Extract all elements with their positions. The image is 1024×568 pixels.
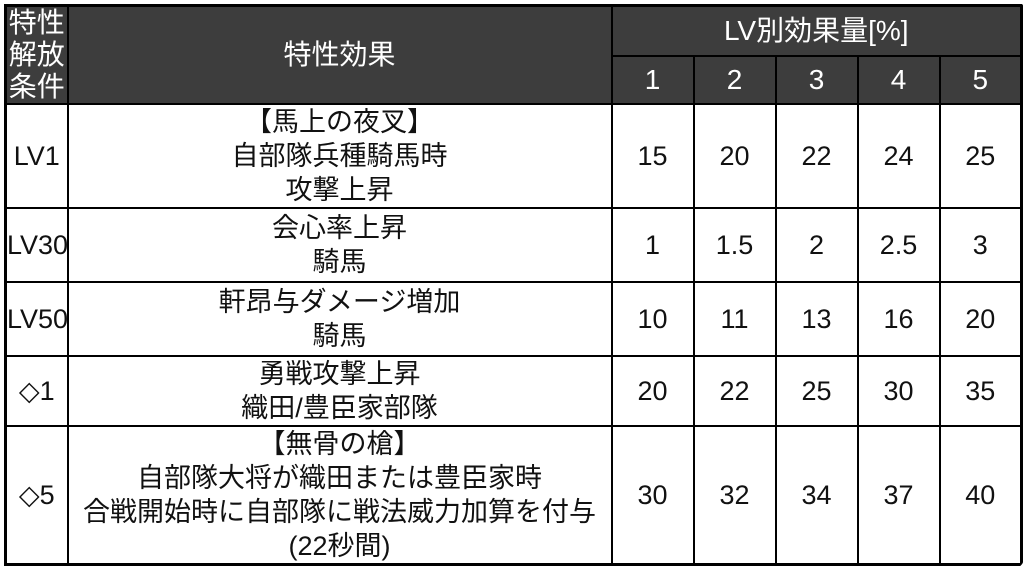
value-cell: 11 xyxy=(692,281,777,357)
unlock-cell: LV30 xyxy=(4,207,69,283)
value-cell: 25 xyxy=(774,355,859,427)
table-row: ◇5 【無骨の槍】 自部隊大将が織田または豊臣家時 合戦開始時に自部隊に戦法威力… xyxy=(4,425,1023,566)
value-cell: 30 xyxy=(856,355,941,427)
table-row: LV1 【馬上の夜叉】 自部隊兵種騎馬時 攻撃上昇 15 20 22 24 25 xyxy=(4,103,1023,209)
value-cell: 22 xyxy=(774,103,859,209)
value-cell: 15 xyxy=(610,103,695,209)
effect-cell: 【無骨の槍】 自部隊大将が織田または豊臣家時 合戦開始時に自部隊に戦法威力加算を… xyxy=(66,425,613,566)
value-cell: 20 xyxy=(938,281,1023,357)
effect-cell: 会心率上昇 騎馬 xyxy=(66,207,613,283)
value-cell: 1.5 xyxy=(692,207,777,283)
trait-table: 特性 解放 条件 特性効果 LV別効果量[%] 1 2 3 4 5 LV1 【馬… xyxy=(4,4,1024,566)
table-row: LV30 会心率上昇 騎馬 1 1.5 2 2.5 3 xyxy=(4,207,1023,283)
effect-cell: 【馬上の夜叉】 自部隊兵種騎馬時 攻撃上昇 xyxy=(66,103,613,209)
unlock-cell: LV1 xyxy=(4,103,69,209)
value-cell: 25 xyxy=(938,103,1023,209)
header-unlock-condition: 特性 解放 条件 xyxy=(4,4,69,105)
value-cell: 22 xyxy=(692,355,777,427)
value-cell: 2.5 xyxy=(856,207,941,283)
unlock-cell: ◇5 xyxy=(4,425,69,566)
value-cell: 32 xyxy=(692,425,777,566)
header-level-1: 1 xyxy=(610,54,695,106)
value-cell: 40 xyxy=(938,425,1023,566)
value-cell: 34 xyxy=(774,425,859,566)
value-cell: 10 xyxy=(610,281,695,357)
header-level-2: 2 xyxy=(692,54,777,106)
value-cell: 13 xyxy=(774,281,859,357)
header-effect-by-level: LV別効果量[%] xyxy=(610,4,1023,57)
value-cell: 16 xyxy=(856,281,941,357)
value-cell: 1 xyxy=(610,207,695,283)
value-cell: 24 xyxy=(856,103,941,209)
value-cell: 3 xyxy=(938,207,1023,283)
effect-cell: 軒昂与ダメージ増加 騎馬 xyxy=(66,281,613,357)
value-cell: 37 xyxy=(856,425,941,566)
effect-cell: 勇戦攻撃上昇 織田/豊臣家部隊 xyxy=(66,355,613,427)
unlock-cell: LV50 xyxy=(4,281,69,357)
value-cell: 20 xyxy=(692,103,777,209)
header-level-5: 5 xyxy=(938,54,1023,106)
header-level-4: 4 xyxy=(856,54,941,106)
header-trait-effect: 特性効果 xyxy=(66,4,613,105)
value-cell: 2 xyxy=(774,207,859,283)
value-cell: 35 xyxy=(938,355,1023,427)
value-cell: 20 xyxy=(610,355,695,427)
header-level-3: 3 xyxy=(774,54,859,106)
value-cell: 30 xyxy=(610,425,695,566)
unlock-cell: ◇1 xyxy=(4,355,69,427)
table-row: ◇1 勇戦攻撃上昇 織田/豊臣家部隊 20 22 25 30 35 xyxy=(4,355,1023,427)
table-row: LV50 軒昂与ダメージ増加 騎馬 10 11 13 16 20 xyxy=(4,281,1023,357)
